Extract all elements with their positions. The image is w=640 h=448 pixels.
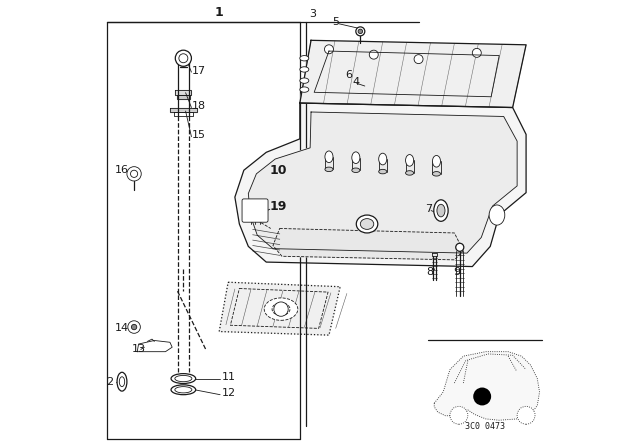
Polygon shape [273,228,463,260]
Ellipse shape [300,67,309,72]
Circle shape [131,324,137,330]
Polygon shape [220,282,340,335]
Ellipse shape [406,155,413,166]
Circle shape [358,29,362,34]
Polygon shape [435,352,540,420]
Circle shape [274,302,288,316]
Circle shape [450,406,468,424]
Text: 8: 8 [427,267,434,277]
Text: 9: 9 [454,267,461,277]
Circle shape [127,167,141,181]
Circle shape [128,321,140,333]
Circle shape [473,388,491,405]
Ellipse shape [171,374,196,383]
Ellipse shape [437,204,445,217]
Ellipse shape [379,153,387,165]
Ellipse shape [175,375,192,382]
Text: 13: 13 [132,345,146,354]
Ellipse shape [119,377,125,387]
Circle shape [414,55,423,64]
Circle shape [356,27,365,36]
Ellipse shape [325,151,333,163]
Text: 15: 15 [192,130,206,140]
Ellipse shape [325,167,333,172]
Polygon shape [235,103,526,267]
Ellipse shape [300,87,309,92]
Circle shape [175,50,191,66]
Circle shape [179,54,188,63]
Circle shape [517,406,535,424]
Text: 5: 5 [333,17,340,27]
Text: 16: 16 [115,165,129,175]
Circle shape [131,170,138,177]
Text: 7: 7 [425,204,433,214]
Polygon shape [248,112,517,253]
Polygon shape [170,108,197,112]
Text: 19: 19 [270,199,287,213]
Ellipse shape [352,152,360,164]
Ellipse shape [433,172,440,176]
Ellipse shape [356,215,378,233]
Ellipse shape [300,78,309,83]
Text: 3: 3 [309,9,316,19]
Polygon shape [177,95,189,99]
Ellipse shape [171,385,196,395]
Circle shape [324,45,333,54]
Ellipse shape [406,171,413,175]
Ellipse shape [117,372,127,391]
Text: 12: 12 [221,388,236,398]
Ellipse shape [272,303,290,315]
Text: 6: 6 [345,70,352,80]
Text: 10: 10 [270,164,287,177]
Ellipse shape [264,298,298,320]
Text: 14: 14 [115,323,129,333]
Text: 1: 1 [215,6,223,19]
Ellipse shape [433,155,440,167]
Text: 11: 11 [221,372,236,382]
Ellipse shape [175,387,192,393]
Polygon shape [300,40,526,108]
Text: 2: 2 [106,377,113,387]
Ellipse shape [300,56,309,61]
Text: 17: 17 [192,66,207,76]
Polygon shape [175,90,191,95]
Circle shape [369,50,378,59]
Ellipse shape [379,169,387,174]
Circle shape [472,48,481,57]
Ellipse shape [434,200,448,221]
Polygon shape [173,112,193,116]
Ellipse shape [489,205,505,225]
Text: 18: 18 [192,101,207,111]
FancyBboxPatch shape [242,199,268,222]
Ellipse shape [352,168,360,172]
Ellipse shape [360,219,374,229]
Text: 3C0 0473: 3C0 0473 [465,422,505,431]
Polygon shape [432,253,437,256]
Ellipse shape [456,243,464,251]
Text: 4: 4 [352,78,360,87]
